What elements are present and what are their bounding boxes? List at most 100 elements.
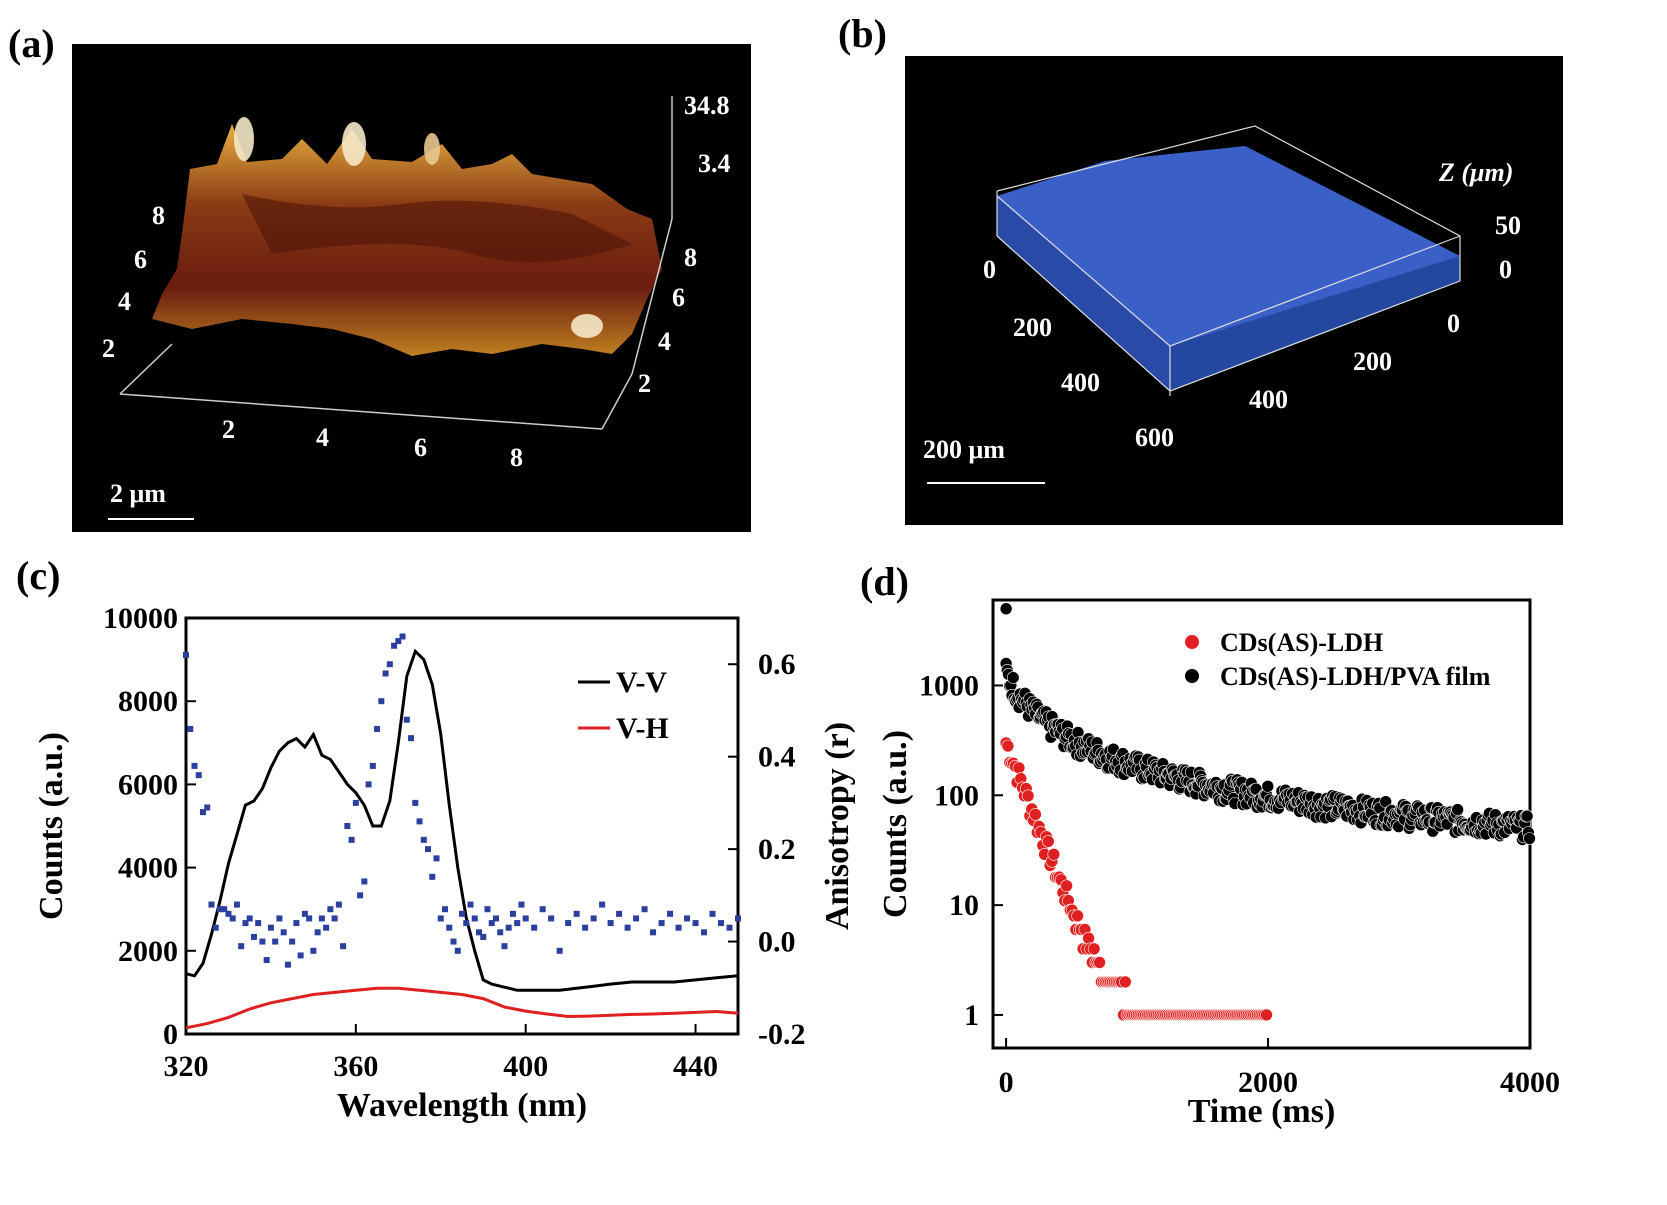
chart-c-y-tick-label: 4000 <box>118 852 178 885</box>
chart-d-point <box>1093 956 1106 969</box>
chart-c-anisotropy-point <box>263 957 270 964</box>
chart-c-anisotropy-point <box>650 929 657 936</box>
afm-x-tick: 6 <box>414 433 427 462</box>
chart-c-anisotropy-point <box>599 901 606 908</box>
chart-c-series-line-v-h <box>185 986 739 1030</box>
chart-c-anisotropy-point <box>590 915 597 922</box>
chart-c-anisotropy-point <box>450 938 457 945</box>
chart-d-y-axis-label: Counts (a.u.) <box>877 730 914 918</box>
chart-c-anisotropy-point <box>335 901 342 908</box>
chart-c-anisotropy-point <box>459 910 465 917</box>
chart-c-anisotropy-point <box>183 651 189 658</box>
chart-c-anisotropy-point <box>191 762 198 769</box>
chart-d-point <box>1451 803 1464 816</box>
chart-c-anisotropy-point <box>492 915 499 922</box>
chart-c-anisotropy-point <box>420 836 427 843</box>
chart-d-point <box>1087 942 1101 956</box>
chart-c-anisotropy-point <box>357 892 364 899</box>
chart-c-anisotropy-point <box>233 901 240 908</box>
afm-surface-plot: 34.8 3.4 8 6 4 2 8 6 4 2 2 4 6 8 2 μm <box>102 91 731 520</box>
chart-c-anisotropy-point <box>301 910 308 917</box>
chart-c-x-tick-label: 320 <box>164 1050 209 1083</box>
afm-y-left-tick: 8 <box>152 201 165 230</box>
chart-c-anisotropy-point <box>369 762 376 769</box>
confocal-right-tick: 0 <box>1447 309 1460 338</box>
chart-c-anisotropy-point <box>225 910 232 917</box>
confocal-left-tick: 600 <box>1135 423 1174 452</box>
chart-d-y-tick-label: 100 <box>934 779 979 812</box>
chart-d-point <box>1006 671 1020 684</box>
chart-c-anisotropy-point <box>348 836 355 843</box>
chart-c-anisotropy-point <box>480 933 487 940</box>
chart-c-anisotropy-point <box>497 929 504 936</box>
chart-c-anisotropy-point <box>208 901 215 908</box>
chart-c-anisotropy-point <box>412 799 419 806</box>
chart-c-anisotropy-point <box>280 929 287 936</box>
afm-x-tick: 2 <box>222 415 235 444</box>
panel-label-c: (c) <box>16 553 61 598</box>
afm-y-left-tick: 6 <box>134 245 147 274</box>
chart-d-y-tick-label: 1000 <box>919 669 979 702</box>
chart-d-x-axis-label: Time (ms) <box>1188 1093 1336 1130</box>
chart-c-anisotropy-point <box>442 906 449 913</box>
chart-c-anisotropy-point <box>276 915 283 922</box>
confocal-front-face <box>997 196 1170 391</box>
afm-x-tick: 8 <box>510 443 523 472</box>
chart-c-anisotropy-point <box>425 846 432 853</box>
panel-label-d: (d) <box>860 559 909 604</box>
afm-z-tick: 3.4 <box>698 149 731 178</box>
chart-c-anisotropy-point <box>471 915 478 922</box>
chart-c-anisotropy-point <box>548 915 555 922</box>
confocal-left-tick: 400 <box>1061 368 1100 397</box>
chart-d-point <box>1119 975 1132 989</box>
afm-y-right-tick: 8 <box>684 243 697 272</box>
chart-c-anisotropy-point <box>378 698 385 705</box>
chart-c-anisotropy-point <box>446 924 453 931</box>
chart-c-anisotropy-point <box>573 910 580 917</box>
chart-c-anisotropy-point <box>667 910 674 917</box>
chart-d-legend-label: CDs(AS)-LDH <box>1220 628 1383 657</box>
chart-d-point <box>1523 832 1536 845</box>
afm-axis-frame <box>119 96 673 430</box>
chart-d-point <box>1260 1008 1273 1022</box>
afm-y-left-tick: 2 <box>102 334 115 363</box>
chart-decay: 0 2000 4000 1 10 100 1000 Time (ms) Counts (a.u.… <box>877 598 1560 1130</box>
afm-z-tick: 34.8 <box>684 91 730 120</box>
chart-c-anisotropy-point <box>509 910 516 917</box>
chart-c-anisotropy-point <box>582 924 589 931</box>
chart-c-anisotropy-point <box>382 670 389 677</box>
confocal-left-tick: 0 <box>983 255 996 284</box>
chart-c-legend-label: V-H <box>616 712 669 745</box>
chart-c-y-tick-label: 6000 <box>118 768 178 801</box>
afm-peak-1 <box>234 117 254 161</box>
chart-c-y-tick-label: 10000 <box>103 602 178 635</box>
chart-c-anisotropy-point <box>403 716 410 723</box>
chart-d-point <box>1520 809 1534 823</box>
chart-c-anisotropy-point <box>386 661 393 668</box>
chart-c-anisotropy-point <box>361 878 368 885</box>
chart-c-anisotropy-point <box>658 920 665 927</box>
chart-d-point <box>1071 909 1084 923</box>
afm-image-panel: 34.8 3.4 8 6 4 2 8 6 4 2 2 4 6 8 2 μm <box>72 44 751 532</box>
chart-c-anisotropy-point <box>331 915 338 922</box>
chart-c-anisotropy-point <box>692 920 699 927</box>
chart-c-anisotropy-point <box>641 906 648 913</box>
chart-d-legend-marker <box>1185 669 1199 683</box>
chart-c-anisotropy-point <box>344 823 351 829</box>
chart-d-point <box>1060 879 1073 893</box>
chart-c-anisotropy-point <box>565 920 572 927</box>
chart-c-y2-tick-label: 0.2 <box>758 833 796 866</box>
chart-c-anisotropy-point <box>433 855 440 862</box>
chart-c-anisotropy-point <box>297 952 304 959</box>
chart-c-anisotropy-point <box>199 809 206 816</box>
chart-c-anisotropy-point <box>467 901 474 908</box>
chart-c-anisotropy-point <box>323 924 330 931</box>
chart-d-x-tick-label: 4000 <box>1500 1066 1560 1099</box>
chart-c-y2-tick-label: 0.6 <box>758 648 796 681</box>
panel-label-a: (a) <box>8 21 55 66</box>
afm-y-right-tick: 2 <box>638 369 651 398</box>
chart-d-legend-label: CDs(AS)-LDH/PVA film <box>1220 662 1491 691</box>
chart-c-anisotropy-point <box>310 947 317 954</box>
chart-d-y-tick-label: 10 <box>949 889 979 922</box>
chart-c-x-tick-label: 400 <box>503 1050 548 1083</box>
